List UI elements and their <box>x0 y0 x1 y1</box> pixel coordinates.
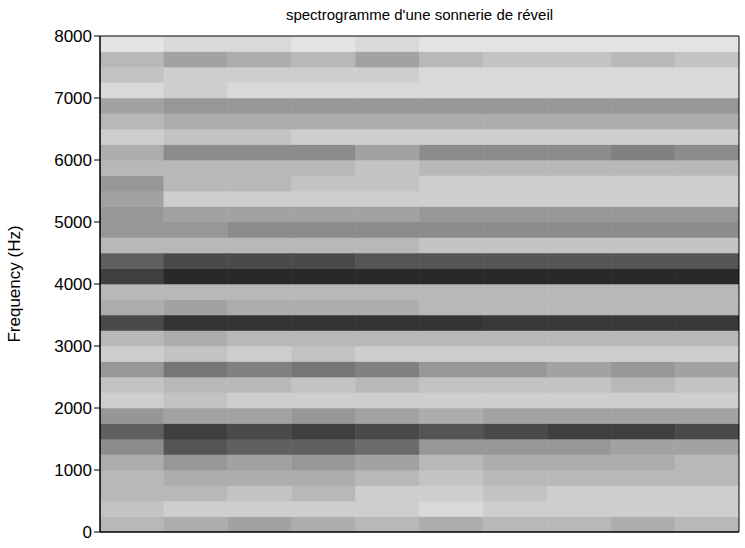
svg-text:6000: 6000 <box>54 151 92 170</box>
svg-text:2000: 2000 <box>54 399 92 418</box>
svg-text:8000: 8000 <box>54 27 92 46</box>
svg-text:4000: 4000 <box>54 275 92 294</box>
svg-text:0: 0 <box>83 523 92 542</box>
svg-text:7000: 7000 <box>54 89 92 108</box>
svg-text:Frequency (Hz): Frequency (Hz) <box>5 225 24 342</box>
svg-text:3000: 3000 <box>54 337 92 356</box>
svg-text:1000: 1000 <box>54 461 92 480</box>
html-text:spectrogramme d'une sonnerie d: spectrogramme d'une sonnerie de réveil <box>285 6 554 23</box>
svg-text:5000: 5000 <box>54 213 92 232</box>
